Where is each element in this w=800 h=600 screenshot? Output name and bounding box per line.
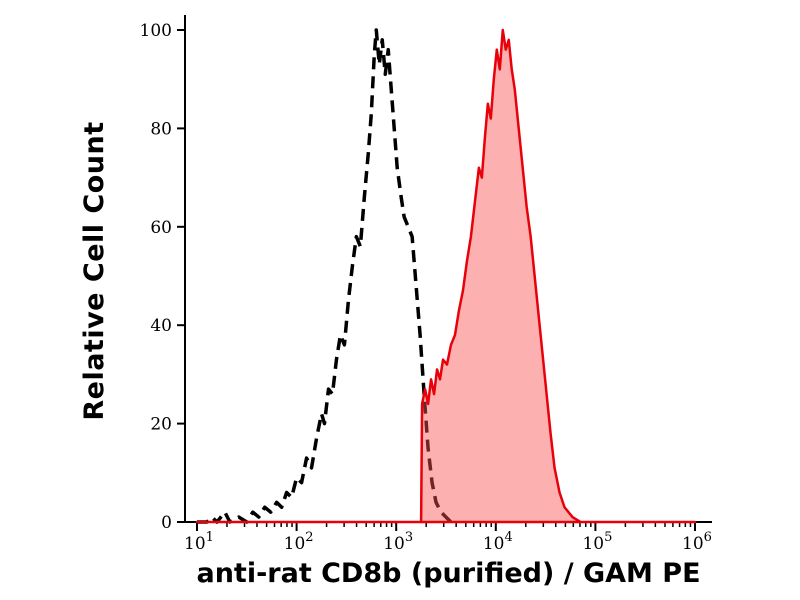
y-tick-label: 40 <box>150 316 172 336</box>
stained-histogram-curve <box>195 28 697 524</box>
x-tick-label: 103 <box>383 530 413 554</box>
y-tick-label: 80 <box>150 119 172 139</box>
x-tick-label: 105 <box>582 530 612 554</box>
y-tick-label: 20 <box>150 415 172 435</box>
y-tick-label: 0 <box>161 513 172 533</box>
y-axis-label: Relative Cell Count <box>79 121 110 421</box>
x-tick-label: 104 <box>483 530 513 554</box>
x-tick-label: 101 <box>184 530 214 554</box>
control-histogram-curve <box>197 28 453 524</box>
y-tick-label: 60 <box>150 218 172 238</box>
x-axis-label: anti-rat CD8b (purified) / GAM PE <box>196 558 701 589</box>
y-tick-label: 100 <box>140 21 172 41</box>
x-tick-label: 106 <box>682 530 712 554</box>
x-tick-label: 102 <box>284 530 314 554</box>
